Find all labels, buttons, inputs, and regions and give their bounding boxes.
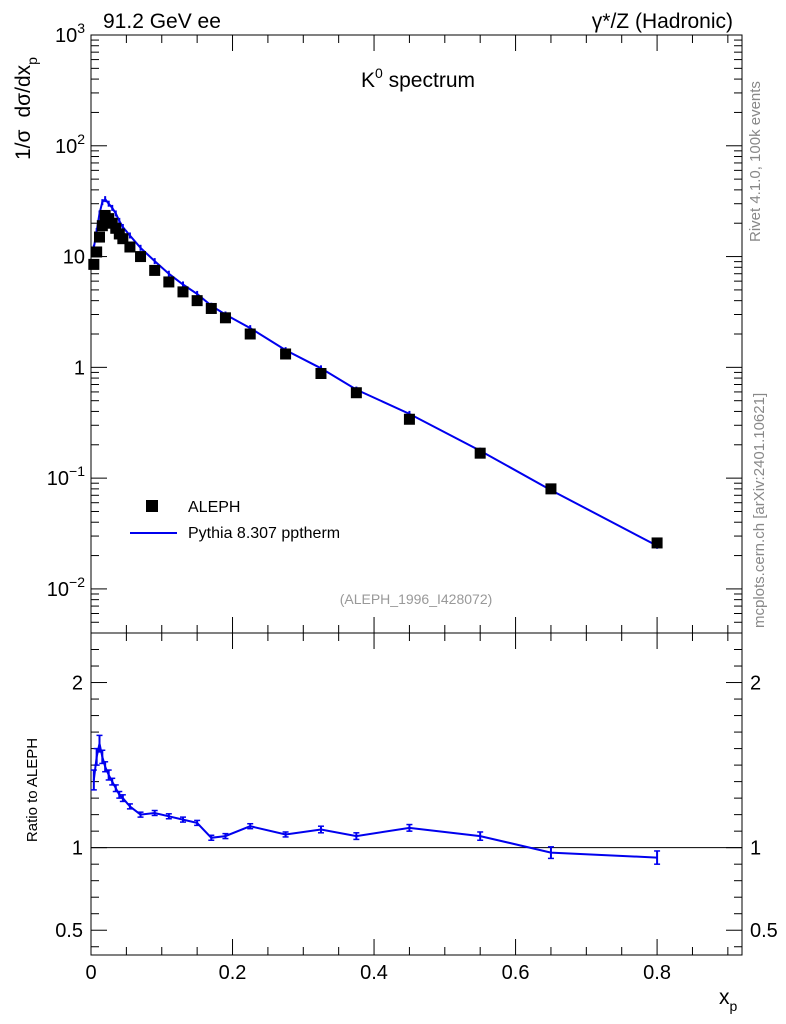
- main-panel-frame: [90, 34, 743, 634]
- ratio-y-tick-label-right: 2: [750, 673, 761, 695]
- aleph-data-point: [124, 241, 136, 253]
- aleph-data-point: [163, 276, 175, 288]
- x-tick-label: 0.4: [360, 962, 388, 984]
- aleph-data-point: [350, 387, 362, 399]
- legend: ALEPH Pythia 8.307 pptherm: [130, 499, 340, 542]
- aleph-data-point: [177, 286, 189, 298]
- aleph-data-point: [244, 328, 256, 340]
- main-y-tick-label: 10: [63, 247, 85, 269]
- aleph-data-point: [88, 258, 100, 270]
- ratio-series-line: [92, 743, 658, 859]
- legend-mc-label: Pythia 8.307 pptherm: [188, 525, 340, 542]
- ratio-y-tick-label: 1: [72, 838, 83, 860]
- x-tick-label: 0.8: [643, 962, 671, 984]
- main-y-tick-label: 1: [74, 357, 85, 379]
- x-tick-label: 0.2: [219, 962, 247, 984]
- main-y-tick-label: 10−2: [47, 574, 85, 601]
- aleph-data-point: [545, 483, 557, 495]
- aleph-data-point: [280, 348, 292, 360]
- legend-data-label: ALEPH: [188, 499, 240, 516]
- main-y-tick-label: 102: [55, 131, 85, 158]
- ratio-y-tick-label: 0.5: [55, 920, 83, 942]
- main-y-tick-label: 10−1: [47, 463, 85, 490]
- ratio-axis-ticks: 0.5 0.5 1 1 2 2 0 0.2 0.4 0.6 0.8: [55, 633, 778, 984]
- mcplots-source-label: mcplots.cern.ch [arXiv:2401.10621]: [751, 393, 768, 628]
- main-y-tick-label: 103: [55, 20, 85, 47]
- aleph-data-point: [651, 537, 663, 549]
- ratio-y-axis-label: Ratio to ALEPH: [24, 738, 41, 842]
- analysis-label: (ALEPH_1996_I428072): [340, 591, 493, 607]
- ratio-data-marks: [90, 734, 661, 865]
- aleph-data-point: [110, 222, 122, 234]
- x-axis-label: xp: [719, 986, 738, 1014]
- x-tick-label: 0: [85, 962, 96, 984]
- plot-title: K0 spectrum: [361, 65, 475, 92]
- header-left: 91.2 GeV ee: [103, 10, 221, 33]
- header-right: γ*/Z (Hadronic): [592, 10, 733, 33]
- ratio-y-tick-label: 2: [72, 673, 83, 695]
- aleph-data-point: [117, 233, 129, 245]
- aleph-data-point: [474, 447, 486, 459]
- main-data-marks: [88, 196, 663, 549]
- x-tick-label: 0.6: [502, 962, 530, 984]
- ratio-y-tick-label-right: 1: [750, 838, 761, 860]
- rivet-version-label: Rivet 4.1.0, 100k events: [747, 81, 764, 242]
- aleph-data-point: [91, 246, 103, 258]
- aleph-data-point: [149, 264, 161, 276]
- ratio-panel-frame: [90, 632, 743, 956]
- aleph-data-point: [96, 220, 108, 232]
- aleph-data-point: [135, 251, 147, 263]
- legend-data-marker: [146, 500, 158, 512]
- ratio-y-tick-label-right: 0.5: [750, 920, 778, 942]
- pythia-series-line: [92, 197, 658, 547]
- svg-text:1/σdσ/dxp: 1/σdσ/dxp: [12, 57, 40, 160]
- aleph-data-point: [219, 312, 231, 324]
- aleph-data-point: [93, 231, 105, 243]
- aleph-data-point: [191, 295, 203, 307]
- aleph-data-point: [403, 413, 415, 425]
- main-y-axis-label: 1/σdσ/dxp: [12, 57, 40, 160]
- aleph-data-point: [205, 302, 217, 314]
- aleph-data-point: [315, 367, 327, 379]
